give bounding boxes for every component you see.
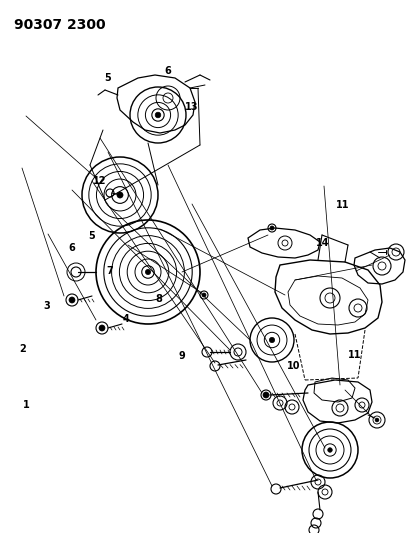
Circle shape — [145, 269, 151, 274]
Circle shape — [69, 297, 75, 303]
Circle shape — [117, 192, 123, 198]
Text: 11: 11 — [348, 350, 362, 360]
Text: 6: 6 — [68, 244, 75, 253]
Text: 6: 6 — [164, 66, 171, 76]
Text: 7: 7 — [107, 266, 113, 276]
Text: 1: 1 — [23, 400, 30, 410]
Circle shape — [269, 337, 275, 343]
Text: 10: 10 — [287, 361, 301, 370]
Text: 11: 11 — [336, 200, 350, 209]
Text: 3: 3 — [44, 302, 50, 311]
Text: 13: 13 — [185, 102, 199, 111]
Text: 9: 9 — [178, 351, 185, 361]
Text: 5: 5 — [89, 231, 95, 240]
Circle shape — [263, 392, 269, 398]
Text: 5: 5 — [105, 74, 111, 83]
Circle shape — [99, 325, 105, 331]
Text: 90307 2300: 90307 2300 — [14, 18, 106, 32]
Text: 12: 12 — [93, 176, 107, 186]
Circle shape — [155, 112, 161, 118]
Circle shape — [328, 448, 332, 452]
Circle shape — [202, 293, 206, 297]
Text: 4: 4 — [123, 314, 130, 324]
Circle shape — [270, 226, 274, 230]
Circle shape — [375, 418, 379, 422]
Text: 14: 14 — [315, 238, 329, 247]
Text: 2: 2 — [19, 344, 26, 354]
Text: 8: 8 — [156, 294, 162, 304]
